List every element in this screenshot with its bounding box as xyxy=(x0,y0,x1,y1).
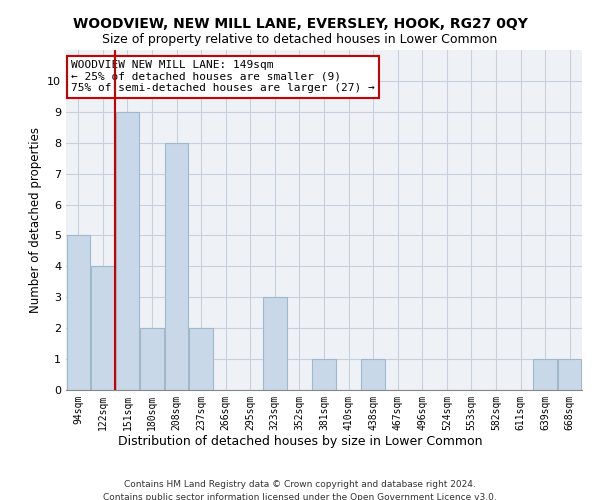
Bar xyxy=(190,328,213,390)
Bar xyxy=(558,359,581,390)
Text: Contains public sector information licensed under the Open Government Licence v3: Contains public sector information licen… xyxy=(103,492,497,500)
Bar xyxy=(67,236,90,390)
Text: Distribution of detached houses by size in Lower Common: Distribution of detached houses by size … xyxy=(118,435,482,448)
Text: WOODVIEW, NEW MILL LANE, EVERSLEY, HOOK, RG27 0QY: WOODVIEW, NEW MILL LANE, EVERSLEY, HOOK,… xyxy=(73,18,527,32)
Bar xyxy=(533,359,557,390)
Bar xyxy=(361,359,385,390)
Bar xyxy=(91,266,115,390)
Y-axis label: Number of detached properties: Number of detached properties xyxy=(29,127,41,313)
Text: Contains HM Land Registry data © Crown copyright and database right 2024.: Contains HM Land Registry data © Crown c… xyxy=(124,480,476,489)
Text: Size of property relative to detached houses in Lower Common: Size of property relative to detached ho… xyxy=(103,32,497,46)
Bar xyxy=(116,112,139,390)
Bar xyxy=(313,359,335,390)
Text: WOODVIEW NEW MILL LANE: 149sqm
← 25% of detached houses are smaller (9)
75% of s: WOODVIEW NEW MILL LANE: 149sqm ← 25% of … xyxy=(71,60,375,94)
Bar xyxy=(165,142,188,390)
Bar xyxy=(140,328,164,390)
Bar xyxy=(263,298,287,390)
